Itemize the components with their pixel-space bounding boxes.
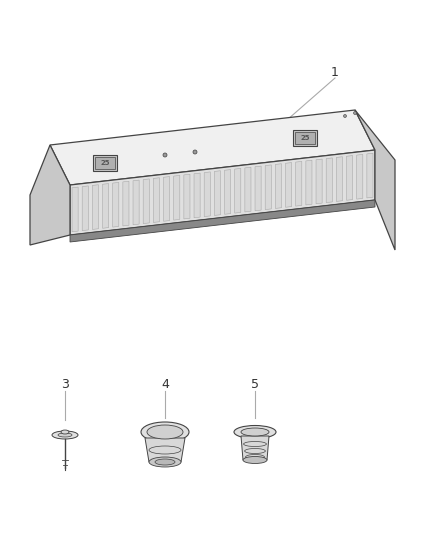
Polygon shape (355, 110, 395, 250)
Polygon shape (293, 130, 317, 146)
Polygon shape (143, 179, 149, 224)
Polygon shape (316, 159, 322, 204)
Polygon shape (123, 181, 129, 226)
Text: 5: 5 (251, 378, 259, 392)
Polygon shape (357, 155, 363, 199)
Polygon shape (296, 161, 302, 206)
Polygon shape (235, 168, 241, 213)
Text: 25: 25 (300, 135, 310, 141)
Ellipse shape (234, 425, 276, 439)
Polygon shape (145, 438, 185, 462)
Polygon shape (241, 436, 269, 460)
Polygon shape (265, 165, 271, 209)
Polygon shape (225, 169, 231, 214)
Text: 4: 4 (161, 378, 169, 392)
Polygon shape (306, 160, 312, 205)
Circle shape (353, 111, 357, 115)
Ellipse shape (149, 457, 181, 467)
Polygon shape (70, 200, 375, 242)
Polygon shape (163, 176, 170, 221)
Polygon shape (153, 177, 159, 222)
Polygon shape (92, 185, 99, 229)
Polygon shape (184, 174, 190, 219)
Ellipse shape (61, 430, 69, 434)
Polygon shape (93, 155, 117, 171)
Polygon shape (326, 158, 332, 203)
Polygon shape (245, 167, 251, 212)
Polygon shape (255, 166, 261, 211)
Polygon shape (70, 150, 375, 235)
Text: 25: 25 (100, 160, 110, 166)
Circle shape (343, 115, 346, 117)
Polygon shape (72, 187, 78, 232)
Polygon shape (336, 157, 343, 201)
Ellipse shape (52, 431, 78, 439)
Polygon shape (174, 175, 180, 220)
Circle shape (163, 153, 167, 157)
Polygon shape (214, 171, 220, 215)
Ellipse shape (243, 456, 267, 464)
Polygon shape (367, 153, 373, 198)
Polygon shape (113, 182, 119, 227)
Polygon shape (82, 186, 88, 231)
Ellipse shape (141, 422, 189, 442)
Polygon shape (133, 180, 139, 225)
Ellipse shape (155, 459, 175, 465)
Ellipse shape (58, 433, 72, 437)
Polygon shape (295, 132, 315, 144)
Text: 3: 3 (61, 378, 69, 392)
Polygon shape (194, 173, 200, 218)
Polygon shape (204, 172, 210, 216)
Circle shape (193, 150, 197, 154)
Text: 1: 1 (331, 66, 339, 78)
Polygon shape (276, 164, 282, 208)
Polygon shape (30, 145, 70, 245)
Ellipse shape (241, 428, 269, 436)
Ellipse shape (147, 425, 183, 439)
Polygon shape (346, 156, 353, 200)
Polygon shape (95, 157, 115, 169)
Polygon shape (50, 110, 375, 185)
Polygon shape (286, 163, 292, 207)
Polygon shape (102, 183, 109, 228)
